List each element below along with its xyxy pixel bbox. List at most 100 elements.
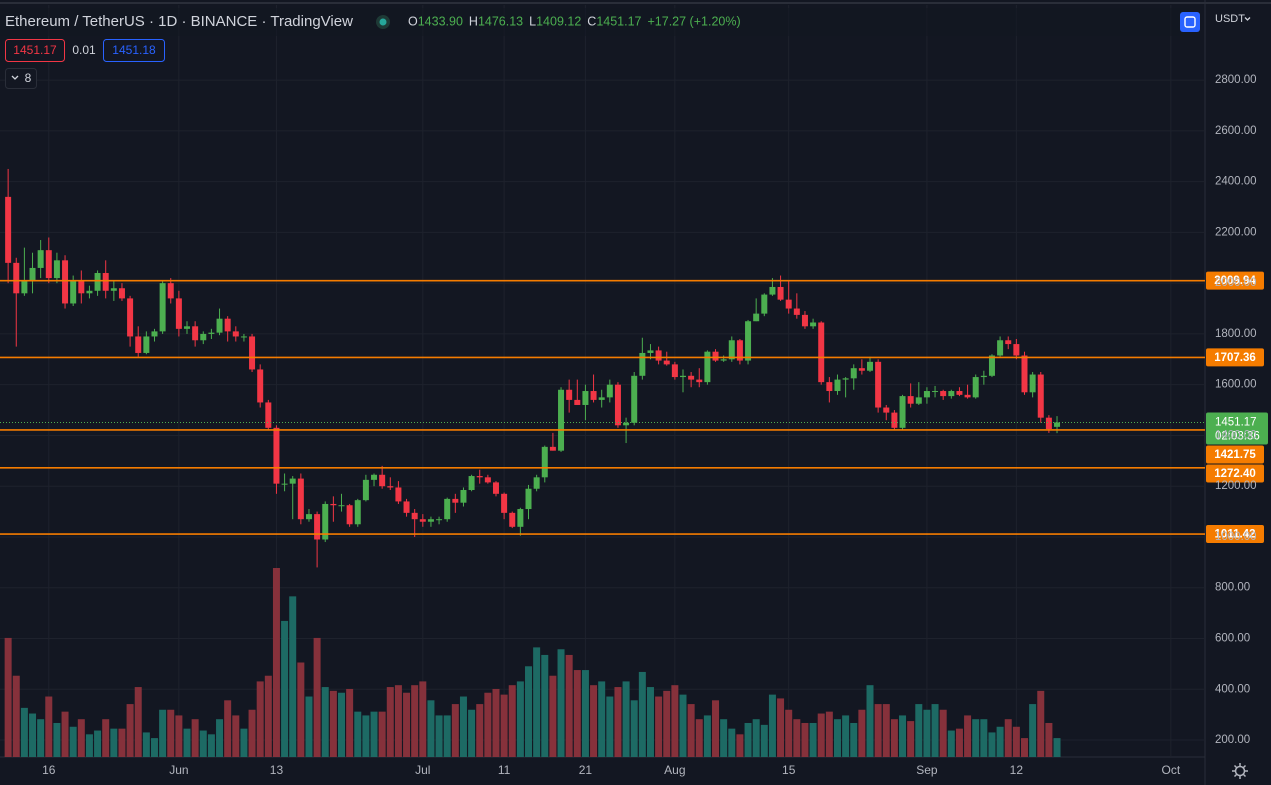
- chevron-icon: [11, 75, 19, 80]
- level-label: 1707.36: [1214, 352, 1256, 364]
- symbol-title[interactable]: Ethereum / TetherUS · 1D · BINANCE · Tra…: [5, 13, 353, 30]
- indicators-toggle[interactable]: [5, 68, 37, 89]
- volume-bar: [590, 685, 598, 757]
- axes-layer: 200.00 400.00 600.00 800.00 1000.00 1200.00 14…: [42, 74, 1256, 777]
- volume-bar: [337, 692, 345, 757]
- volume-bar: [573, 670, 581, 757]
- candle-body: [468, 476, 475, 491]
- volume-bar: [232, 715, 240, 757]
- candle-body: [135, 336, 142, 353]
- level-label: 1421.75: [1214, 449, 1256, 461]
- volume-bar: [760, 724, 768, 757]
- candle-body: [62, 260, 69, 304]
- currency-selector[interactable]: USDT: [1215, 13, 1245, 25]
- ohlc-legend: O 1433.90 H 1476.13 L 1409.12 C 1451.17 +17.27 (…: [408, 14, 741, 28]
- volume-bar: [175, 715, 183, 757]
- volume-bar: [972, 719, 980, 757]
- volume-bar: [224, 700, 232, 757]
- y-tick-label: 2600.00: [1215, 125, 1257, 137]
- volume-bar: [614, 687, 622, 757]
- candle-body: [582, 391, 589, 405]
- volume-bar: [77, 719, 85, 757]
- candle-body: [200, 333, 207, 341]
- volume-bar: [768, 694, 776, 757]
- candle-body: [281, 483, 288, 485]
- y-tick-label: 2400.00: [1215, 176, 1257, 188]
- volume-bar: [61, 711, 69, 757]
- volume-bar: [785, 709, 793, 757]
- volume-bar: [484, 692, 492, 757]
- volume-bar: [882, 704, 890, 757]
- volume-bar: [833, 719, 841, 757]
- volume-bar: [419, 681, 427, 757]
- candle-body: [842, 378, 849, 380]
- x-tick-label: Jul: [415, 763, 430, 777]
- volume-bar: [1053, 738, 1061, 757]
- sell-button[interactable]: [5, 39, 65, 62]
- candle-body: [533, 477, 540, 489]
- candle-body: [679, 375, 686, 378]
- volume-bar: [533, 647, 541, 757]
- volume-bar: [890, 719, 898, 757]
- volume-bar: [655, 696, 663, 757]
- x-tick-label: 11: [498, 763, 511, 777]
- auto-scale-icon: [1184, 16, 1196, 28]
- candle-body: [997, 340, 1004, 356]
- indicator-count[interactable]: 8: [25, 71, 32, 85]
- volume-bar: [37, 719, 45, 757]
- level-label-box: [1206, 525, 1264, 544]
- volume-bar: [167, 709, 175, 757]
- level-label: 1272.40: [1214, 468, 1256, 480]
- volume-bar: [801, 722, 809, 757]
- volume-bar: [557, 649, 565, 757]
- volume-bar: [736, 734, 744, 757]
- candle-body: [436, 519, 443, 521]
- volume-bar: [630, 700, 638, 757]
- volume-bar: [996, 726, 1004, 757]
- candle-body: [631, 375, 638, 423]
- buy-price[interactable]: 1451.18: [112, 43, 156, 57]
- candle-body: [476, 476, 483, 478]
- candle-body: [541, 446, 548, 478]
- candle-body: [249, 336, 256, 370]
- auto-scale-button[interactable]: [1180, 12, 1200, 32]
- candle-body: [883, 407, 890, 413]
- currency-chevron: [1244, 17, 1251, 21]
- x-tick-label: 12: [1010, 763, 1024, 777]
- candle-body: [810, 322, 817, 327]
- volume-bar: [216, 719, 224, 757]
- volume-bar: [53, 722, 61, 757]
- volume-bar: [695, 719, 703, 757]
- volume-bar: [752, 719, 760, 757]
- settings-button[interactable]: [1232, 763, 1248, 779]
- candle-body: [696, 379, 703, 383]
- y-tick-label: 1600.00: [1215, 379, 1257, 391]
- candle-body: [110, 288, 117, 291]
- legend-value: 1451.17: [596, 14, 641, 28]
- candle-body: [232, 331, 239, 337]
- candle-body: [1054, 422, 1061, 427]
- volume-bar: [207, 734, 215, 757]
- buy-button[interactable]: [103, 39, 165, 62]
- currency-backdrop: [1207, 8, 1269, 30]
- x-tick-label: 13: [270, 763, 284, 777]
- volume-bar: [1037, 690, 1045, 757]
- volume-bar: [899, 715, 907, 757]
- candle-body: [623, 422, 630, 426]
- volume-bar: [874, 704, 882, 757]
- volume-bar: [850, 722, 858, 757]
- sell-price[interactable]: 1451.17: [13, 43, 57, 57]
- candle-body: [956, 391, 963, 395]
- candle-body: [395, 487, 402, 502]
- legend-value: 1409.12: [536, 14, 581, 28]
- candle-body: [45, 250, 52, 279]
- y-tick-label: 2800.00: [1215, 74, 1257, 86]
- candle-body: [118, 288, 125, 299]
- candle-body: [70, 280, 77, 304]
- x-tick-label: 16: [42, 763, 56, 777]
- volume-bar: [110, 728, 118, 757]
- candle-body: [598, 397, 605, 400]
- candle-body: [13, 262, 20, 294]
- settings-icon-teeth: [1232, 763, 1248, 779]
